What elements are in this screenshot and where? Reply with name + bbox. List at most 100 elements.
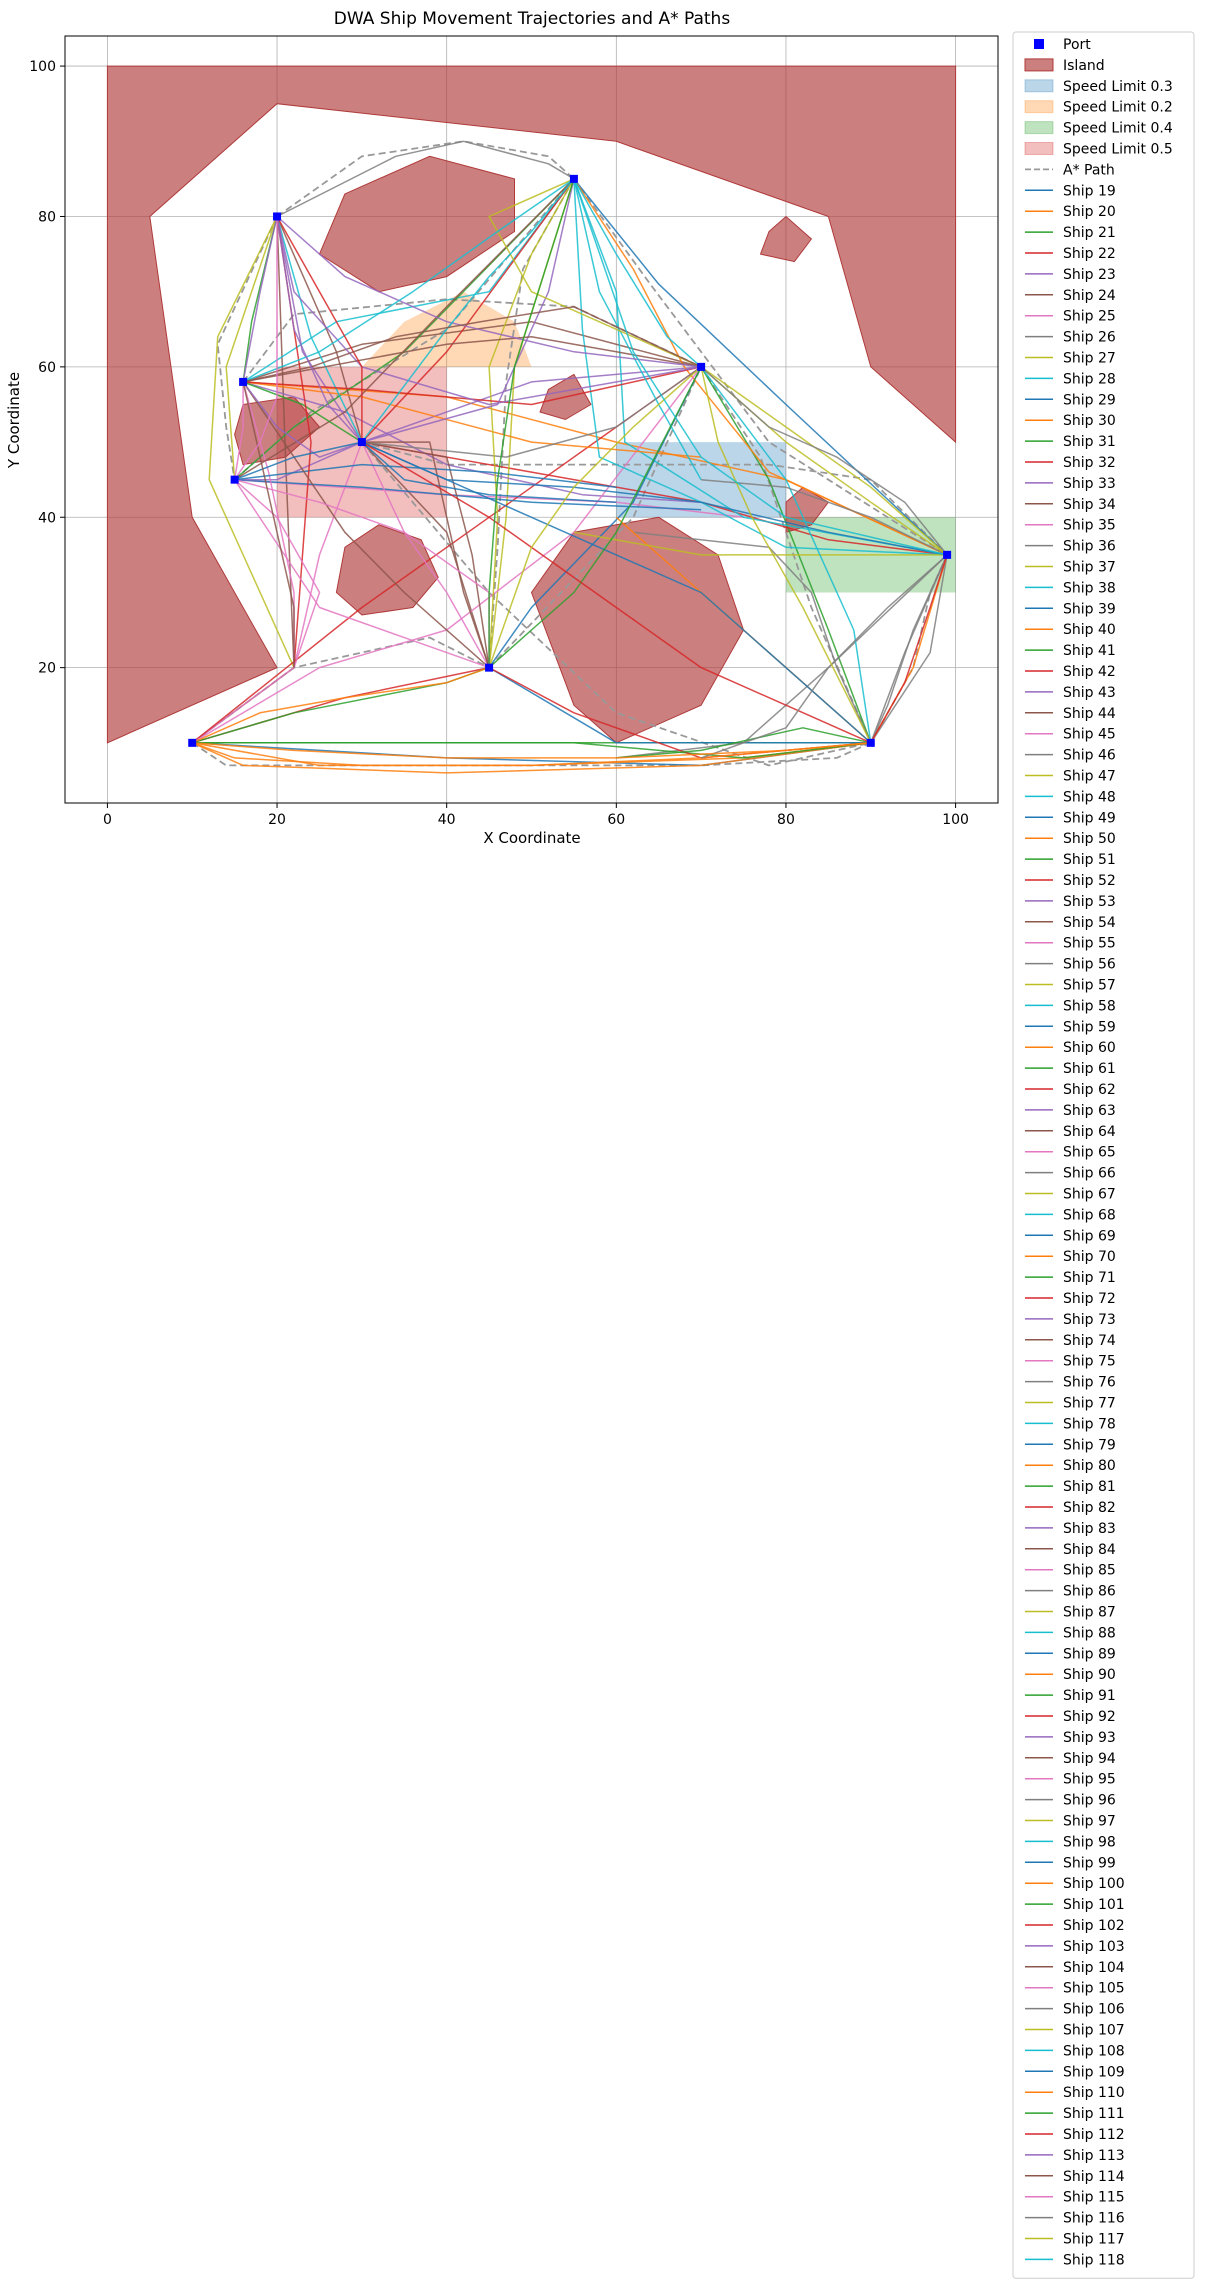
legend-label-71: Ship 83 xyxy=(1063,1521,1116,1537)
legend-entry-78: Ship 90 xyxy=(1025,1667,1116,1683)
legend-entry-45: Ship 57 xyxy=(1025,978,1116,994)
legend-label-83: Ship 95 xyxy=(1063,1772,1116,1788)
legend: Port Island Speed Limit 0.3 Speed Limit 0.2… xyxy=(1012,31,1195,2279)
legend-entry-39: Ship 51 xyxy=(1025,852,1116,868)
chart-title: DWA Ship Movement Trajectories and A* Pa… xyxy=(334,9,731,29)
legend-entry-59: Ship 71 xyxy=(1025,1270,1116,1286)
legend-swatch-port xyxy=(1034,39,1044,49)
legend-label-46: Ship 58 xyxy=(1063,998,1116,1014)
legend-label-32: Ship 44 xyxy=(1063,706,1116,722)
legend-label-30: Ship 42 xyxy=(1063,664,1116,680)
legend-label-44: Ship 56 xyxy=(1063,957,1116,973)
legend-label-58: Ship 70 xyxy=(1063,1249,1116,1265)
legend-label-34: Ship 46 xyxy=(1063,748,1116,764)
legend-entry-3: Speed Limit 0.2 xyxy=(1024,100,1173,116)
y-axis-label: Y Coordinate xyxy=(5,372,23,469)
y-tick-label-1: 40 xyxy=(38,510,56,526)
legend-label-42: Ship 54 xyxy=(1063,915,1116,931)
legend-entry-1: Island xyxy=(1024,58,1105,74)
legend-entry-33: Ship 45 xyxy=(1025,727,1116,743)
legend-label-35: Ship 47 xyxy=(1063,769,1116,785)
ship-trajectory-ship-100 xyxy=(191,742,871,767)
ship-trajectory-ship-113 xyxy=(276,216,363,443)
legend-entry-17: Ship 29 xyxy=(1025,392,1116,408)
legend-entry-25: Ship 37 xyxy=(1025,560,1116,576)
legend-entry-51: Ship 63 xyxy=(1025,1103,1116,1119)
legend-label-105: Ship 117 xyxy=(1063,2232,1125,2248)
ship-trajectory-ship-23 xyxy=(276,216,363,443)
astar-path-6 xyxy=(191,636,490,744)
legend-label-79: Ship 91 xyxy=(1063,1688,1116,1704)
legend-entry-83: Ship 95 xyxy=(1025,1772,1116,1788)
ship-trajectory-ship-38 xyxy=(573,178,948,556)
astar-path-1 xyxy=(216,216,278,480)
legend-label-74: Ship 86 xyxy=(1063,1584,1116,1600)
legend-label-11: Ship 23 xyxy=(1063,267,1116,283)
port-marker-1 xyxy=(273,212,282,221)
legend-entry-48: Ship 60 xyxy=(1025,1040,1116,1056)
legend-entry-44: Ship 56 xyxy=(1025,957,1116,973)
legend-label-21: Ship 33 xyxy=(1063,476,1116,492)
port-layer xyxy=(188,174,952,747)
legend-label-103: Ship 115 xyxy=(1063,2190,1125,2206)
legend-entry-29: Ship 41 xyxy=(1025,643,1116,659)
ship-trajectory-ship-87 xyxy=(488,178,702,368)
legend-entry-97: Ship 109 xyxy=(1025,2064,1125,2080)
legend-entry-85: Ship 97 xyxy=(1025,1814,1116,1830)
ship-trajectory-ship-56 xyxy=(361,366,702,458)
legend-entry-79: Ship 91 xyxy=(1025,1688,1116,1704)
legend-entry-69: Ship 81 xyxy=(1025,1479,1116,1495)
legend-label-7: Ship 19 xyxy=(1063,183,1116,199)
ship-trajectory-ship-26 xyxy=(276,140,575,218)
legend-label-8: Ship 20 xyxy=(1063,204,1116,220)
ship-trajectory-ship-104 xyxy=(242,305,702,383)
legend-entry-4: Speed Limit 0.4 xyxy=(1024,121,1173,137)
legend-label-59: Ship 71 xyxy=(1063,1270,1116,1286)
legend-entry-15: Ship 27 xyxy=(1025,351,1116,367)
legend-label-18: Ship 30 xyxy=(1063,413,1116,429)
legend-label-73: Ship 85 xyxy=(1063,1563,1116,1579)
ship-trajectory-ship-43 xyxy=(242,381,702,503)
ship-trajectory-ship-53 xyxy=(234,441,363,481)
legend-entry-89: Ship 101 xyxy=(1025,1897,1125,1913)
ship-trajectory-ship-65 xyxy=(361,441,490,668)
ship-trajectory-ship-46 xyxy=(870,554,948,744)
legend-label-52: Ship 64 xyxy=(1063,1124,1116,1140)
legend-entry-58: Ship 70 xyxy=(1025,1249,1116,1265)
legend-label-68: Ship 80 xyxy=(1063,1458,1116,1474)
astar-path-8 xyxy=(573,178,948,556)
legend-label-62: Ship 74 xyxy=(1063,1333,1116,1349)
x-tick-label-3: 60 xyxy=(607,812,625,828)
port-marker-2 xyxy=(239,377,248,386)
legend-entry-26: Ship 38 xyxy=(1025,580,1116,596)
legend-entry-47: Ship 59 xyxy=(1025,1019,1116,1035)
legend-entry-67: Ship 79 xyxy=(1025,1437,1116,1453)
legend-entry-62: Ship 74 xyxy=(1025,1333,1116,1349)
legend-swatch-zone-4 xyxy=(1024,121,1054,135)
legend-label-77: Ship 89 xyxy=(1063,1646,1116,1662)
ship-trajectory-ship-106 xyxy=(700,554,948,759)
legend-label-72: Ship 84 xyxy=(1063,1542,1116,1558)
legend-label-6: A* Path xyxy=(1063,162,1115,178)
legend-label-56: Ship 68 xyxy=(1063,1207,1116,1223)
plot-area: 0 20 40 60 80 100 20 40 60 80 100 xyxy=(29,35,999,828)
legend-entry-90: Ship 102 xyxy=(1025,1918,1125,1934)
ship-trajectory-ship-117 xyxy=(488,366,702,668)
legend-label-54: Ship 66 xyxy=(1063,1166,1116,1182)
legend-entry-16: Ship 28 xyxy=(1025,371,1116,387)
legend-entry-76: Ship 88 xyxy=(1025,1625,1116,1641)
ship-trajectory-ship-35 xyxy=(234,478,744,519)
port-marker-4 xyxy=(357,438,366,447)
legend-entry-22: Ship 34 xyxy=(1025,497,1116,513)
legend-label-29: Ship 41 xyxy=(1063,643,1116,659)
legend-label-64: Ship 76 xyxy=(1063,1375,1116,1391)
legend-entry-75: Ship 87 xyxy=(1025,1605,1116,1621)
legend-label-75: Ship 87 xyxy=(1063,1605,1116,1621)
ship-trajectory-ship-83 xyxy=(276,215,702,368)
legend-entry-98: Ship 110 xyxy=(1025,2085,1125,2101)
legend-entry-91: Ship 103 xyxy=(1025,1939,1125,1955)
legend-entry-106: Ship 118 xyxy=(1025,2252,1125,2268)
legend-entry-96: Ship 108 xyxy=(1025,2043,1125,2059)
legend-label-90: Ship 102 xyxy=(1063,1918,1125,1934)
legend-entry-86: Ship 98 xyxy=(1025,1834,1116,1850)
